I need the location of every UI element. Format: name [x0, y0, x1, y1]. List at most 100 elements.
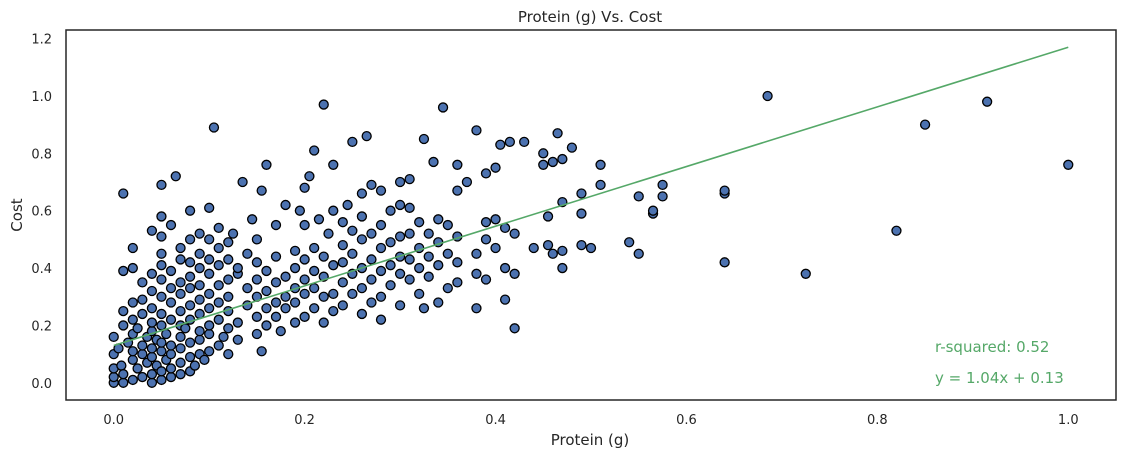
- data-point: [280, 303, 291, 314]
- data-point: [165, 297, 177, 308]
- data-point: [146, 317, 158, 328]
- data-point: [127, 242, 138, 254]
- data-point: [108, 331, 119, 343]
- data-point: [318, 99, 329, 110]
- data-point: [146, 351, 158, 363]
- data-point: [156, 374, 167, 386]
- data-point: [499, 262, 511, 274]
- data-point: [375, 314, 387, 325]
- data-point: [165, 314, 177, 325]
- data-point: [309, 282, 320, 294]
- data-point: [127, 314, 138, 325]
- data-point: [576, 239, 587, 251]
- data-point: [480, 234, 492, 245]
- data-point: [490, 162, 501, 173]
- data-point: [118, 369, 129, 380]
- data-point: [309, 242, 320, 254]
- data-point: [156, 337, 167, 348]
- data-point: [356, 282, 368, 294]
- data-point: [366, 179, 377, 191]
- data-point: [165, 371, 177, 383]
- data-point: [251, 311, 263, 322]
- data-point: [194, 262, 205, 274]
- data-point: [165, 265, 177, 277]
- data-point: [213, 340, 224, 351]
- data-point: [165, 340, 177, 351]
- data-point: [137, 371, 148, 383]
- data-point: [480, 217, 492, 228]
- data-point: [261, 265, 272, 277]
- data-point: [175, 369, 186, 380]
- data-point: [461, 176, 473, 188]
- data-point: [156, 366, 167, 377]
- data-point: [246, 214, 258, 225]
- data-point: [213, 260, 224, 271]
- data-point: [175, 288, 186, 300]
- data-point: [118, 305, 129, 317]
- data-point: [519, 136, 530, 148]
- data-point: [504, 136, 516, 148]
- data-point: [633, 248, 644, 259]
- fit-line-layer: [113, 46, 1069, 347]
- data-point: [342, 199, 353, 211]
- data-point: [165, 219, 177, 231]
- data-point: [294, 205, 306, 216]
- x-axis-label: Protein (g): [551, 431, 630, 449]
- data-point: [156, 346, 167, 357]
- data-point: [981, 96, 993, 107]
- data-point: [204, 254, 215, 265]
- data-point: [213, 242, 224, 254]
- data-point: [375, 185, 387, 196]
- data-point: [452, 277, 463, 288]
- data-point: [184, 271, 196, 282]
- data-point: [156, 231, 167, 242]
- data-point: [251, 274, 263, 285]
- data-point: [199, 354, 210, 365]
- data-point: [137, 340, 148, 351]
- data-point: [175, 242, 186, 254]
- data-point: [232, 317, 243, 328]
- data-point: [538, 148, 549, 159]
- data-point: [146, 377, 158, 388]
- data-point: [385, 260, 396, 271]
- data-point: [118, 320, 129, 331]
- y-axis-ticks: 0.0 0.2 0.4 0.6 0.8 1.0 1.2: [31, 33, 52, 392]
- data-point: [385, 237, 396, 248]
- data-point: [442, 282, 453, 294]
- data-point: [328, 159, 339, 170]
- data-point: [318, 291, 329, 302]
- data-point: [261, 320, 272, 331]
- data-point: [356, 234, 368, 245]
- data-point: [547, 156, 558, 168]
- data-point: [404, 173, 415, 185]
- data-point: [657, 191, 668, 202]
- data-point: [256, 346, 267, 357]
- data-point: [127, 297, 138, 308]
- data-point: [108, 371, 119, 383]
- data-point: [337, 217, 348, 228]
- data-point: [499, 294, 511, 305]
- data-point: [208, 122, 220, 133]
- data-point: [557, 262, 568, 274]
- data-point: [557, 153, 568, 165]
- data-point: [428, 156, 439, 168]
- data-point: [647, 205, 659, 216]
- data-point: [452, 257, 463, 268]
- data-point: [184, 282, 196, 294]
- data-point: [595, 179, 606, 191]
- data-point: [433, 214, 444, 225]
- data-point: [204, 328, 215, 340]
- data-point: [595, 159, 606, 170]
- data-point: [414, 288, 425, 300]
- data-point: [304, 171, 315, 182]
- data-point: [118, 377, 129, 388]
- x-tick-label: 0.4: [485, 413, 506, 428]
- data-point: [194, 280, 205, 291]
- data-point: [299, 254, 310, 265]
- data-point: [180, 323, 191, 334]
- data-point: [538, 159, 549, 170]
- data-point: [633, 191, 644, 202]
- data-point: [137, 348, 148, 360]
- data-point: [299, 288, 310, 300]
- data-point: [366, 254, 377, 265]
